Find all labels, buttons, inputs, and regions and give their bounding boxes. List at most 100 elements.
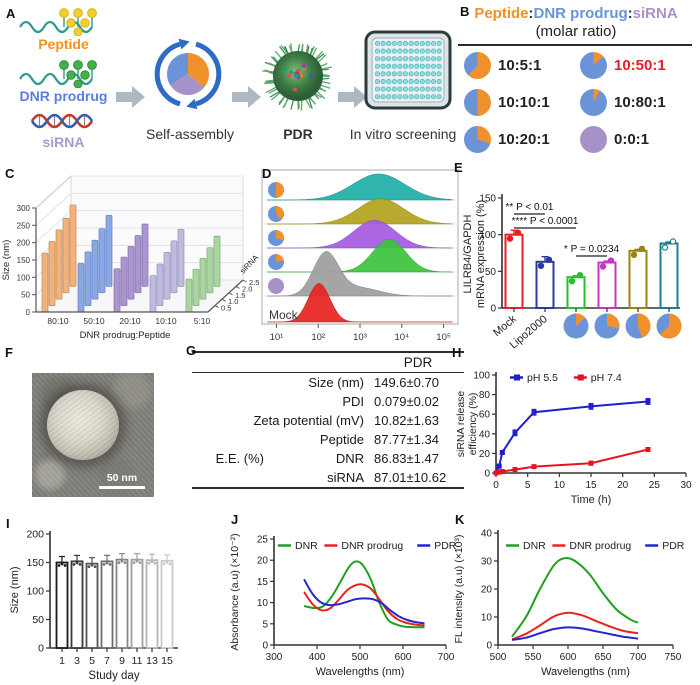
panel-E: E 0 50 100 150 ** P < 0.01 **** P < 0.0001 * P… [452,158,700,356]
svg-text:0: 0 [490,304,496,315]
y-axis-label: LILRB4/GAPDH [462,215,474,294]
data-point [645,446,651,452]
x-tick-label: 15 [585,480,597,491]
svg-text:2.0: 2.0 [242,284,252,293]
well [425,48,431,54]
x-axis-label: Wavelengths (nm) [316,666,405,678]
table-cell: PDI [342,394,364,409]
pie-chart [268,278,284,294]
well [380,63,386,69]
legend-label: pH 5.5 [527,372,558,384]
well [397,56,403,62]
panel-A-letter: A [6,6,16,21]
table-cell: Zeta potential (mV) [253,413,364,428]
pie-slice [659,313,682,339]
data-point [78,562,82,566]
bar-3d [62,217,70,294]
well [425,41,431,47]
table-cell: Size (nm) [308,375,364,390]
svg-text:150: 150 [479,194,496,205]
tem-image: 50 nm [32,373,154,497]
well [380,71,386,77]
x-tick-label: 9 [119,655,125,667]
bar-3d [170,240,178,294]
well [380,56,386,62]
data-point [506,235,514,242]
svg-text:100: 100 [17,273,31,282]
data-point [90,563,94,567]
data-point [545,256,553,264]
well [419,56,425,62]
data-point [153,561,157,565]
x-tick-label: 3 [74,655,80,667]
fl-intensity-line-chart: 500 550 600 650 700 750 0 10 20 30 40 DNR DNR prodru… [453,529,685,679]
data-point [496,463,502,469]
svg-text:100: 100 [479,230,496,241]
y-tick-label: 200 [26,529,44,541]
bar [130,558,144,649]
well [414,63,420,69]
y-tick-label: 5 [262,619,268,630]
table-cell: 87.77±1.34 [374,432,439,447]
well [431,86,437,92]
well [436,94,442,100]
bar-3d [55,229,63,300]
size-3d-bar-chart: 0 50 100 150 200 250 300 80:10 50:10 20:10 10:10 5:… [1,175,260,341]
well [431,56,437,62]
significance-label: ** P < 0.01 [506,202,554,213]
data-point [630,251,638,259]
y-axis-label: Size (nm) [1,240,12,281]
panel-K-letter: K [455,512,465,527]
well [408,48,414,54]
pie-chart [464,89,491,116]
x-tick-label: 50:10 [83,316,105,326]
panel-K: K 500 550 600 650 700 750 0 10 20 30 40 DNR DNR prod… [450,503,700,685]
table-cell: Peptide [319,432,364,447]
data-point [147,561,151,565]
bar-3d [192,268,200,306]
data-point [576,271,584,279]
x-tick-label: 10 [554,480,566,491]
x-tick-label: 500 [352,652,369,663]
data-point [531,409,537,415]
x-tick-label: 7 [104,655,110,667]
well [408,71,414,77]
series-DNR prodrug [303,583,425,627]
well [419,94,425,100]
legend-label: DNR [523,540,546,552]
data-point [512,430,518,436]
panel-D: D Mock 10¹ 10² 10³ 10⁴ 10⁵ [256,160,462,348]
well [402,71,408,77]
histogram-sample-2 [267,220,453,249]
well [391,48,397,54]
svg-text:1.5: 1.5 [235,291,245,300]
well [397,94,403,100]
well [375,94,381,100]
well [402,56,408,62]
well [386,48,392,54]
bar [535,260,555,310]
x-tick-label: 0 [493,480,499,491]
absorbance-line-chart: 300 400 500 600 700 0 5 10 15 20 25 DNR DNR prodrug P… [229,533,457,678]
well [408,86,414,92]
table-cell: DNR [335,451,364,466]
panel-E-letter: E [454,160,463,175]
bar-3d [120,256,128,306]
data-point [599,263,607,270]
well [419,48,425,54]
svg-text:1.0: 1.0 [228,297,238,306]
well [436,78,442,84]
well [386,86,392,92]
svg-text:250: 250 [17,221,31,230]
panel-C: C 0 50 100 150 200 250 300 80:10 50:10 20:10 10:10… [0,160,260,348]
well [425,63,431,69]
series-DNR prodrug [511,611,639,641]
x-tick-label: 11 [132,655,143,667]
x-tick-label: 25 [649,480,661,491]
panel-J: J 300 400 500 600 700 0 5 10 15 20 25 DNR DNR prodru… [226,503,464,685]
well [436,41,442,47]
ratio-entry: 10:5:1 [464,52,580,79]
well [402,41,408,47]
data-point [108,562,112,566]
ratio-title: Peptide:DNR prodrug:siRNA [452,5,700,22]
